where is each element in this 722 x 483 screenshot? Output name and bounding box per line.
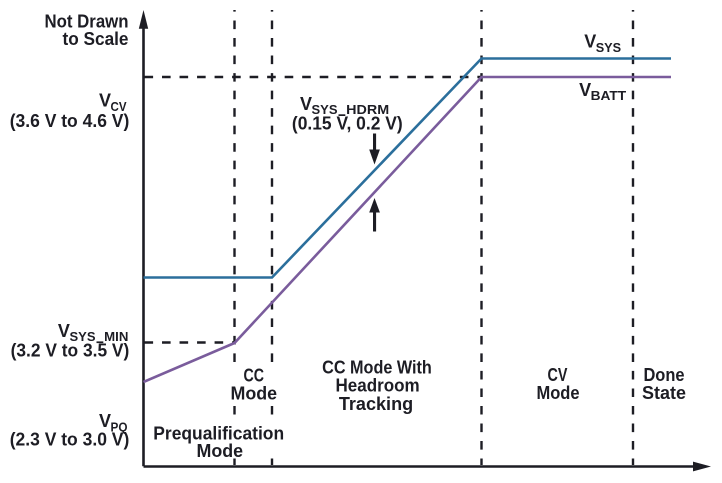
svg-text:V: V: [58, 321, 70, 341]
svg-text:MIN: MIN: [104, 329, 128, 344]
svg-text:SYS: SYS: [312, 102, 338, 117]
svg-text:Tracking: Tracking: [339, 394, 413, 414]
svg-text:V: V: [99, 91, 111, 111]
svg-text:CC Mode With: CC Mode With: [322, 357, 432, 377]
svg-text:V: V: [99, 411, 111, 431]
svg-text:(0.15 V, 0.2 V): (0.15 V, 0.2 V): [292, 113, 403, 133]
svg-text:HDRM: HDRM: [346, 102, 389, 117]
svg-text:CV: CV: [548, 365, 568, 385]
svg-text:Mode: Mode: [197, 441, 244, 461]
svg-text:Done: Done: [643, 365, 684, 385]
svg-text:(3.6 V to 4.6 V): (3.6 V to 4.6 V): [10, 111, 130, 131]
svg-text:V: V: [300, 94, 312, 114]
svg-text:Mode: Mode: [536, 383, 579, 403]
svg-text:CV: CV: [111, 99, 127, 114]
svg-text:V: V: [579, 80, 591, 100]
svg-text:(3.2 V to 3.5 V): (3.2 V to 3.5 V): [11, 341, 130, 361]
svg-text:(2.3 V to 3.0 V): (2.3 V to 3.0 V): [10, 430, 130, 450]
svg-text:CC: CC: [244, 366, 265, 386]
svg-text:Mode: Mode: [231, 384, 278, 404]
svg-text:to Scale: to Scale: [63, 29, 129, 49]
svg-text:BATT: BATT: [591, 88, 627, 103]
svg-text:PQ: PQ: [111, 420, 128, 435]
svg-text:Prequalification: Prequalification: [153, 423, 284, 443]
svg-text:V: V: [584, 32, 596, 52]
svg-text:Not Drawn: Not Drawn: [45, 12, 129, 32]
svg-text:Headroom: Headroom: [336, 376, 420, 396]
svg-text:SYS: SYS: [70, 329, 96, 344]
svg-text:State: State: [642, 383, 686, 403]
svg-text:SYS: SYS: [596, 40, 622, 55]
